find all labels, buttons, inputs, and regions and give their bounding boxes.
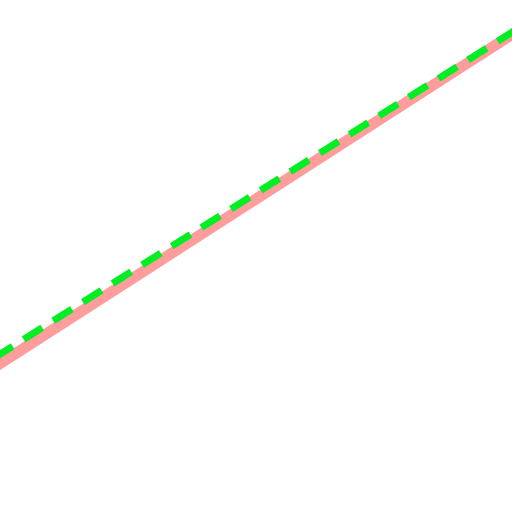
solid-line: [0, 27, 512, 371]
